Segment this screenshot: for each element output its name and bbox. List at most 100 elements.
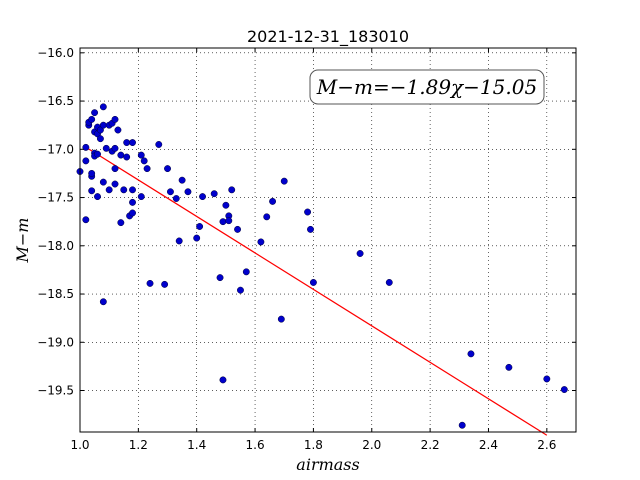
- x-tick-label: 1.2: [129, 438, 148, 452]
- data-point: [129, 139, 136, 147]
- data-point: [385, 279, 393, 286]
- data-point: [237, 286, 244, 294]
- data-point: [196, 223, 204, 230]
- data-point: [102, 144, 110, 152]
- y-tick-label: −18.5: [37, 287, 74, 301]
- data-point: [111, 180, 119, 188]
- data-point: [304, 208, 312, 216]
- x-tick-label: 2.4: [479, 438, 498, 452]
- plot-area: [80, 48, 576, 432]
- data-point: [560, 386, 568, 393]
- ticks: [79, 48, 576, 432]
- data-point: [210, 190, 218, 198]
- x-tick-label: 1.6: [246, 438, 265, 452]
- data-point: [307, 225, 314, 233]
- data-point: [155, 141, 163, 148]
- data-point: [143, 165, 151, 173]
- data-point: [129, 209, 136, 217]
- data-point: [123, 153, 131, 161]
- data-point: [222, 201, 230, 209]
- y-tick-label: −19.5: [37, 384, 74, 398]
- x-tick-label: 2.0: [362, 438, 381, 452]
- data-point: [234, 225, 242, 233]
- x-tick-label: 2.2: [421, 438, 440, 452]
- data-point: [94, 193, 101, 201]
- data-point: [219, 218, 227, 226]
- data-point: [105, 186, 113, 194]
- data-point: [94, 150, 101, 158]
- data-point: [114, 126, 122, 134]
- data-point: [88, 115, 96, 123]
- data-point: [356, 250, 364, 257]
- data-point: [178, 176, 186, 184]
- data-point: [120, 186, 128, 194]
- data-point: [146, 279, 154, 287]
- data-point: [111, 165, 119, 173]
- data-point: [216, 274, 224, 282]
- data-point: [467, 350, 475, 358]
- chart-title: 2021-12-31_183010: [247, 27, 409, 47]
- x-tick-label: 1.0: [70, 438, 89, 452]
- data-point: [123, 139, 131, 147]
- data-point: [99, 103, 107, 111]
- y-tick-label: −19.0: [37, 335, 74, 349]
- y-tick-label: −16.0: [37, 46, 74, 60]
- data-point: [99, 121, 107, 129]
- data-point: [164, 165, 171, 173]
- data-point: [96, 135, 104, 143]
- data-point: [269, 197, 277, 205]
- data-point: [199, 193, 206, 201]
- data-point: [175, 237, 183, 245]
- y-tick-label: −16.5: [37, 94, 74, 108]
- tick-labels: 1.0 1.2 1.4 1.6 1.8 2.0 2.2 2.4 2.6 −16.0 −16.5 −17…: [37, 46, 556, 452]
- x-axis-label: airmass: [296, 455, 359, 474]
- x-tick-label: 1.4: [187, 438, 206, 452]
- fit-line: [88, 148, 548, 436]
- data-point: [82, 157, 90, 165]
- data-point: [257, 238, 265, 246]
- data-point: [137, 193, 145, 201]
- data-point: [543, 375, 551, 383]
- data-point: [184, 188, 192, 196]
- data-point: [277, 315, 285, 323]
- fit-annotation-text: M−m=−1.89χ−15.05: [316, 75, 537, 99]
- points-layer: [76, 103, 568, 429]
- data-point: [280, 177, 288, 185]
- data-point: [505, 363, 513, 371]
- data-point: [111, 115, 119, 123]
- data-point: [228, 186, 236, 194]
- data-point: [111, 144, 119, 152]
- data-point: [225, 217, 233, 225]
- data-point: [129, 198, 136, 206]
- data-point: [193, 234, 201, 242]
- data-point: [88, 187, 96, 195]
- plot-frame: [79, 47, 577, 433]
- data-point: [263, 213, 271, 221]
- y-tick-label: −17.5: [37, 191, 74, 205]
- data-point: [117, 219, 125, 227]
- data-point: [82, 216, 90, 224]
- data-point: [242, 268, 250, 276]
- data-point: [99, 298, 107, 306]
- data-point: [88, 169, 96, 177]
- data-point: [129, 186, 136, 194]
- fit-annotation-box: [309, 69, 545, 105]
- data-point: [99, 178, 107, 186]
- x-tick-label: 2.6: [537, 438, 556, 452]
- data-point: [219, 376, 227, 384]
- data-point: [91, 109, 99, 117]
- data-point: [82, 143, 90, 151]
- data-point: [137, 151, 145, 159]
- data-point: [117, 151, 125, 159]
- data-point: [172, 195, 180, 202]
- fit-annotation: M−m=−1.89χ−15.05: [309, 69, 545, 105]
- data-point: [309, 279, 317, 286]
- data-point: [166, 188, 174, 196]
- y-axis-label: M−m: [13, 218, 32, 264]
- y-tick-label: −17.0: [37, 142, 74, 156]
- data-point: [140, 157, 148, 165]
- y-tick-label: −18.0: [37, 239, 74, 253]
- data-point: [458, 421, 466, 429]
- data-point: [161, 280, 169, 288]
